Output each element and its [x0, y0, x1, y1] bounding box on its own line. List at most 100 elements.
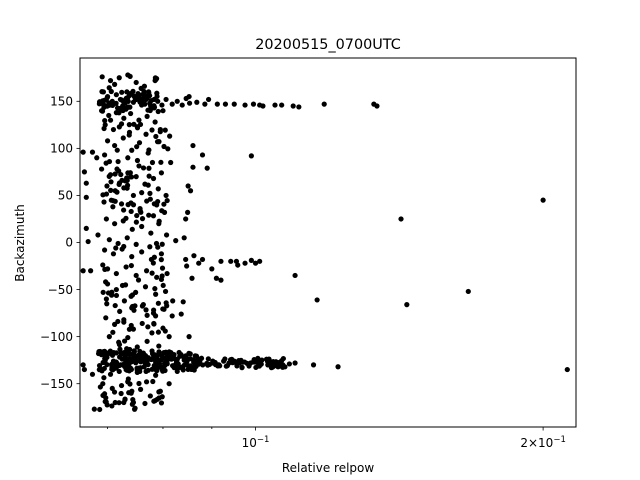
data-point — [119, 89, 125, 95]
data-point — [119, 177, 125, 183]
data-point — [194, 99, 200, 105]
data-point — [290, 103, 296, 109]
data-point — [109, 403, 115, 409]
data-point — [80, 362, 86, 368]
data-point — [152, 75, 158, 81]
data-point — [133, 174, 139, 180]
data-point — [153, 291, 159, 297]
data-point — [242, 260, 248, 266]
data-point — [153, 240, 160, 247]
data-point — [181, 354, 187, 360]
data-point — [126, 366, 132, 372]
y-tick-label: 0 — [65, 236, 73, 250]
data-point — [214, 101, 220, 107]
data-point — [128, 110, 134, 117]
data-point — [154, 93, 160, 100]
data-point — [121, 298, 128, 304]
data-point — [151, 320, 157, 327]
data-point — [186, 350, 192, 356]
data-point — [158, 170, 165, 176]
axis-ticks: 150 100 50 0 −50 −100 −150 10−1 2×10−1 — [40, 95, 566, 450]
data-point — [163, 349, 169, 355]
data-point — [106, 237, 112, 243]
data-point — [103, 296, 109, 302]
data-point — [85, 238, 91, 245]
data-point — [296, 104, 302, 110]
data-point — [115, 318, 121, 325]
data-point — [131, 121, 137, 127]
data-point — [100, 289, 106, 295]
data-point — [126, 132, 132, 138]
data-point — [139, 190, 145, 196]
data-point — [150, 213, 157, 219]
data-point — [186, 100, 193, 106]
data-point — [147, 190, 153, 196]
data-point — [99, 108, 106, 114]
data-point — [124, 346, 130, 352]
data-point — [83, 194, 89, 200]
x-axis-label: Relative relpow — [282, 461, 375, 475]
data-point — [125, 334, 131, 341]
data-point — [133, 219, 139, 225]
data-point — [149, 127, 155, 133]
data-point — [104, 362, 110, 368]
data-point — [159, 208, 165, 214]
data-point — [136, 352, 142, 358]
data-point — [170, 298, 176, 304]
data-point — [99, 166, 105, 172]
data-point — [117, 308, 123, 315]
data-point — [133, 241, 139, 247]
data-point — [103, 315, 109, 321]
data-point — [136, 117, 142, 123]
data-point — [114, 166, 120, 172]
data-point — [145, 107, 151, 113]
data-point — [160, 306, 166, 312]
data-point — [150, 378, 156, 385]
data-point — [133, 272, 139, 279]
data-point — [137, 386, 144, 392]
data-point — [127, 73, 133, 80]
data-point — [155, 198, 161, 205]
data-point — [81, 169, 88, 175]
y-tick-label: 50 — [58, 189, 73, 203]
data-point — [96, 367, 102, 373]
data-point — [113, 100, 119, 106]
data-point — [156, 351, 162, 357]
data-point — [248, 257, 254, 263]
data-point — [118, 201, 125, 207]
data-point — [149, 270, 155, 276]
data-point — [106, 85, 112, 91]
data-point — [103, 399, 109, 405]
data-point — [160, 108, 166, 114]
data-point — [124, 95, 130, 101]
data-point — [83, 180, 89, 186]
data-point — [129, 147, 135, 153]
data-point — [132, 303, 138, 309]
data-point — [228, 258, 234, 264]
data-point — [143, 307, 149, 313]
data-point — [222, 101, 229, 107]
data-point — [129, 226, 135, 232]
data-point — [159, 241, 165, 247]
data-point — [149, 159, 156, 166]
data-point — [160, 368, 166, 374]
data-point — [108, 88, 114, 95]
data-point — [131, 349, 137, 355]
data-point — [101, 365, 107, 372]
data-point — [185, 183, 191, 189]
data-point — [153, 133, 159, 140]
data-point — [128, 208, 134, 215]
data-point — [134, 212, 140, 219]
data-point — [103, 216, 109, 222]
plot-area-frame — [79, 57, 577, 428]
data-point — [159, 273, 165, 279]
data-point — [160, 282, 166, 289]
data-point — [176, 364, 183, 371]
data-point — [145, 182, 151, 188]
data-point — [248, 153, 254, 159]
y-tick-label: 150 — [50, 95, 73, 109]
data-point — [151, 365, 157, 372]
data-point — [107, 348, 113, 354]
data-point — [139, 303, 146, 309]
data-point — [162, 328, 168, 334]
